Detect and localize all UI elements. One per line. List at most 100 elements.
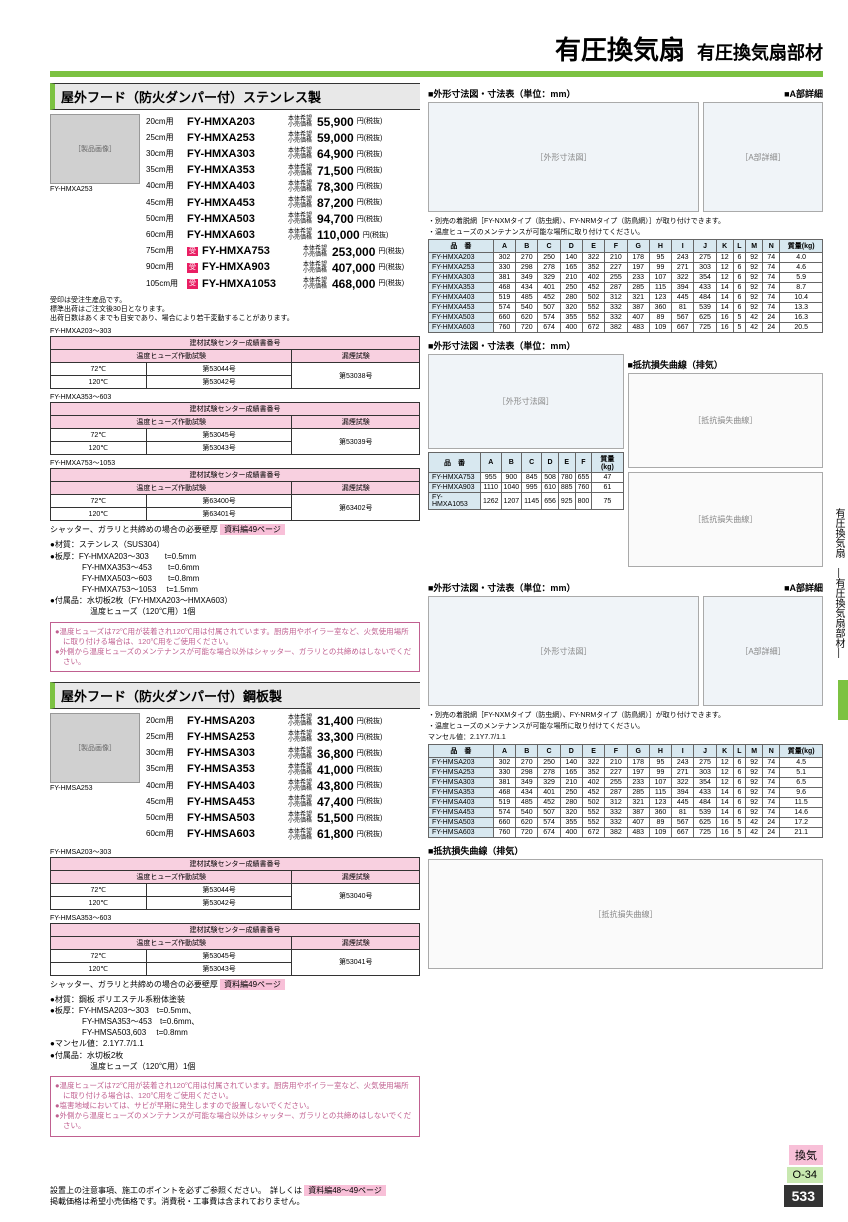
footer-note: 設置上の注意事項、施工のポイントを必ずご参照ください。 詳しくは 資料編48～4… [50, 1185, 386, 1207]
tax: 円(税抜) [357, 198, 383, 207]
price-list-1: 20cm用FY-HMXA203本体希望小売価格55,900円(税抜)25cm用F… [146, 114, 420, 292]
dim1-title: ■外形寸法図・寸法表（単位：mm） [428, 87, 575, 100]
model: FY-HMXA253 [187, 131, 285, 146]
model: FY-HMSA353 [187, 762, 285, 777]
size: 75cm用 [146, 246, 184, 257]
price: 31,400 [317, 713, 354, 729]
price-label: 本体希望小売価格 [288, 715, 314, 727]
size: 50cm用 [146, 214, 184, 225]
size: 50cm用 [146, 813, 184, 824]
model: FY-HMSA603 [187, 827, 285, 842]
price: 94,700 [317, 211, 354, 227]
model: FY-HMSA453 [187, 795, 285, 810]
diagram-1: ［外形寸法図］ [428, 102, 699, 212]
price-label: 本体希望小売価格 [288, 132, 314, 144]
tax: 円(税抜) [357, 765, 383, 774]
tax: 円(税抜) [357, 830, 383, 839]
price-label: 本体希望小売価格 [288, 229, 314, 241]
price-label: 本体希望小売価格 [288, 181, 314, 193]
tax: 円(税抜) [357, 717, 383, 726]
chart1-title: ■抵抗損失曲線（排気） [628, 358, 824, 371]
diagram-3-detail: ［A部詳細］ [703, 596, 823, 706]
price-label: 本体希望小売価格 [303, 246, 329, 258]
model: FY-HMXA303 [187, 147, 285, 162]
size: 35cm用 [146, 764, 184, 775]
product-image-2: ［製品画像］ [50, 713, 140, 783]
product-image-1: ［製品画像］ [50, 114, 140, 184]
tax: 円(税抜) [357, 797, 383, 806]
model: FY-HMXA503 [187, 212, 285, 227]
price: 33,300 [317, 729, 354, 745]
price: 55,900 [317, 114, 354, 130]
model: FY-HMXA453 [187, 196, 285, 211]
chart-2: ［抵抗損失曲線］ [628, 472, 824, 567]
price-label: 本体希望小売価格 [288, 780, 314, 792]
price-label: 本体希望小売価格 [288, 812, 314, 824]
price: 253,000 [332, 244, 375, 260]
size: 60cm用 [146, 829, 184, 840]
price-label: 本体希望小売価格 [303, 262, 329, 274]
tax: 円(税抜) [357, 182, 383, 191]
price: 407,000 [332, 260, 375, 276]
divider [50, 71, 823, 77]
price-label: 本体希望小売価格 [288, 764, 314, 776]
img-label-1: FY-HMXA253 [50, 186, 140, 193]
tax: 円(税抜) [357, 134, 383, 143]
diagram-3: ［外形寸法図］ [428, 596, 699, 706]
price-label: 本体希望小売価格 [288, 748, 314, 760]
price: 36,800 [317, 746, 354, 762]
caution-1: ●温度ヒューズは72℃用が装着され120℃用は付属されています。厨房用やボイラー… [50, 622, 420, 673]
tax: 円(税抜) [357, 215, 383, 224]
price: 47,400 [317, 794, 354, 810]
size: 90cm用 [146, 262, 184, 273]
model: FY-HMSA303 [187, 746, 285, 761]
size: 25cm用 [146, 133, 184, 144]
tax: 円(税抜) [378, 247, 404, 256]
price: 64,900 [317, 146, 354, 162]
tax: 円(税抜) [357, 814, 383, 823]
model: FY-HMXA753 [202, 244, 300, 259]
model: FY-HMSA203 [187, 714, 285, 729]
chart-1: ［抵抗損失曲線］ [628, 373, 824, 468]
price-label: 本体希望小売価格 [288, 796, 314, 808]
side-tab-marker [838, 680, 848, 720]
ref-link-2[interactable]: 資料編49ページ [220, 979, 285, 990]
page-subtitle: 有圧換気扇部材 [697, 39, 823, 65]
size: 45cm用 [146, 198, 184, 209]
diagram-2: ［外形寸法図］ [428, 354, 624, 449]
size: 35cm用 [146, 165, 184, 176]
section-2-header: 屋外フード（防火ダンパー付）鋼板製 [50, 682, 420, 709]
model: FY-HMXA603 [187, 228, 285, 243]
size: 20cm用 [146, 716, 184, 727]
price: 43,800 [317, 778, 354, 794]
dim3-title: ■外形寸法図・寸法表（単位：mm） [428, 581, 575, 594]
price-label: 本体希望小売価格 [288, 731, 314, 743]
img-label-2: FY-HMSA253 [50, 785, 140, 792]
footer-ref[interactable]: 資料編48～49ページ [304, 1185, 386, 1196]
note-1: 受印は受注生産品です。 標準出荷はご注文後30日となります。 出荷日数はあくまで… [50, 296, 420, 323]
price: 110,000 [317, 227, 360, 243]
model: FY-HMSA403 [187, 779, 285, 794]
size: 40cm用 [146, 181, 184, 192]
page-category: 換気 [789, 1145, 823, 1165]
tax: 円(税抜) [357, 781, 383, 790]
price: 87,200 [317, 195, 354, 211]
tax: 円(税抜) [378, 279, 404, 288]
price: 41,000 [317, 762, 354, 778]
ref-link-1[interactable]: 資料編49ページ [220, 524, 285, 535]
badge: 受 [187, 247, 198, 256]
price-label: 本体希望小売価格 [303, 278, 329, 290]
price: 51,500 [317, 810, 354, 826]
page-code: O-34 [787, 1167, 823, 1183]
dim-table-1: 品 番ABCDEFGHIJKLMN質量(kg)FY-HMXA2033022702… [428, 239, 823, 333]
model: FY-HMXA1053 [202, 277, 300, 292]
price-list-2: 20cm用FY-HMSA203本体希望小売価格31,400円(税抜)25cm用F… [146, 713, 420, 843]
price-label: 本体希望小売価格 [288, 829, 314, 841]
page-number: 533 [784, 1185, 823, 1207]
size: 45cm用 [146, 797, 184, 808]
tax: 円(税抜) [378, 263, 404, 272]
price: 59,000 [317, 130, 354, 146]
chart-3: ［抵抗損失曲線］ [428, 859, 823, 969]
price-label: 本体希望小売価格 [288, 165, 314, 177]
tax: 円(税抜) [357, 733, 383, 742]
